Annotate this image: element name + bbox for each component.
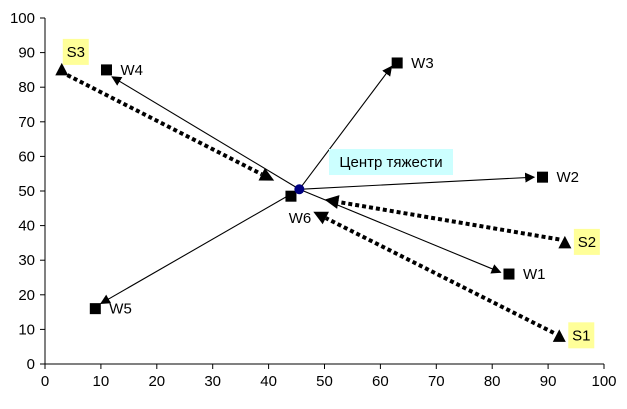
warehouse-marker-w3 — [391, 57, 403, 69]
y-tick-label: 90 — [18, 45, 35, 62]
y-tick-label: 30 — [18, 252, 35, 269]
arrow-to-w2 — [299, 172, 536, 190]
warehouse-marker-w5 — [89, 303, 101, 315]
warehouse-marker-w6 — [285, 190, 297, 202]
warehouse-marker-w1 — [503, 268, 515, 280]
y-tick-label: 40 — [18, 218, 35, 235]
supplier-marker-s2 — [558, 235, 572, 249]
labels: W1 W2 W3 W4 W5 W6 S1 S2 S3 Центр тяжести — [62, 38, 600, 349]
warehouse-label-w1: W1 — [523, 266, 546, 283]
warehouse-label-w5: W5 — [109, 301, 132, 318]
y-tick-label: 20 — [18, 287, 35, 304]
dotted-line-from-s1 — [324, 216, 555, 335]
x-tick-label: 70 — [428, 373, 445, 390]
y-tick-label: 10 — [18, 321, 35, 338]
y-tick-label: 80 — [18, 79, 35, 96]
x-tick-label: 90 — [540, 373, 557, 390]
warehouse-label-w4: W4 — [120, 62, 142, 79]
points — [55, 57, 572, 342]
x-tick-label: 30 — [204, 373, 221, 390]
x-tick-label: 100 — [591, 373, 616, 390]
center-label: Центр тяжести — [339, 154, 442, 171]
warehouse-label-w6: W6 — [289, 210, 312, 227]
dotted-line-from-s3 — [66, 73, 263, 177]
warehouse-label-w2: W2 — [557, 169, 580, 186]
supplier-label-bg-s1 — [568, 322, 595, 349]
arrow-to-w4 — [111, 76, 300, 190]
x-tick-label: 40 — [260, 373, 277, 390]
y-tick-label: 60 — [18, 148, 35, 165]
x-tick-label: 10 — [93, 373, 110, 390]
x-tick-label: 60 — [372, 373, 389, 390]
incoming-arrows — [66, 73, 560, 335]
dotted-line-from-s2 — [337, 200, 560, 242]
supplier-marker-s1 — [552, 329, 566, 342]
y-tick-label: 70 — [18, 114, 35, 131]
center-label-bg — [329, 149, 453, 175]
arrowhead-from-s1 — [313, 211, 329, 225]
arrowhead-from-s3 — [258, 168, 275, 181]
warehouse-label-w3: W3 — [411, 55, 434, 72]
supplier-label-s1: S1 — [572, 327, 590, 344]
x-tick-label: 50 — [316, 373, 333, 390]
y-tick-label: 0 — [27, 356, 35, 373]
supplier-label-s3: S3 — [67, 44, 85, 61]
arrow-to-w5 — [100, 188, 300, 304]
supplier-label-bg-s3 — [62, 38, 89, 65]
supplier-label-bg-s2 — [573, 228, 600, 255]
y-tick-label: 100 — [10, 10, 35, 27]
arrow-to-w3 — [298, 65, 393, 190]
center-marker — [294, 184, 305, 195]
outgoing-arrows — [100, 65, 536, 304]
y-tick-label: 50 — [18, 183, 35, 200]
axes: 0 10 20 30 40 50 60 70 80 90 100 0 10 20 30 40 50 60 70 80 9… — [10, 10, 617, 390]
arrowhead-from-s2 — [324, 195, 340, 209]
x-tick-label: 0 — [41, 373, 49, 390]
warehouse-marker-w2 — [537, 171, 549, 183]
warehouse-marker-w4 — [100, 64, 112, 76]
supplier-marker-s3 — [55, 62, 69, 76]
x-tick-label: 80 — [484, 373, 501, 390]
supplier-label-s2: S2 — [578, 234, 596, 251]
x-tick-label: 20 — [148, 373, 165, 390]
